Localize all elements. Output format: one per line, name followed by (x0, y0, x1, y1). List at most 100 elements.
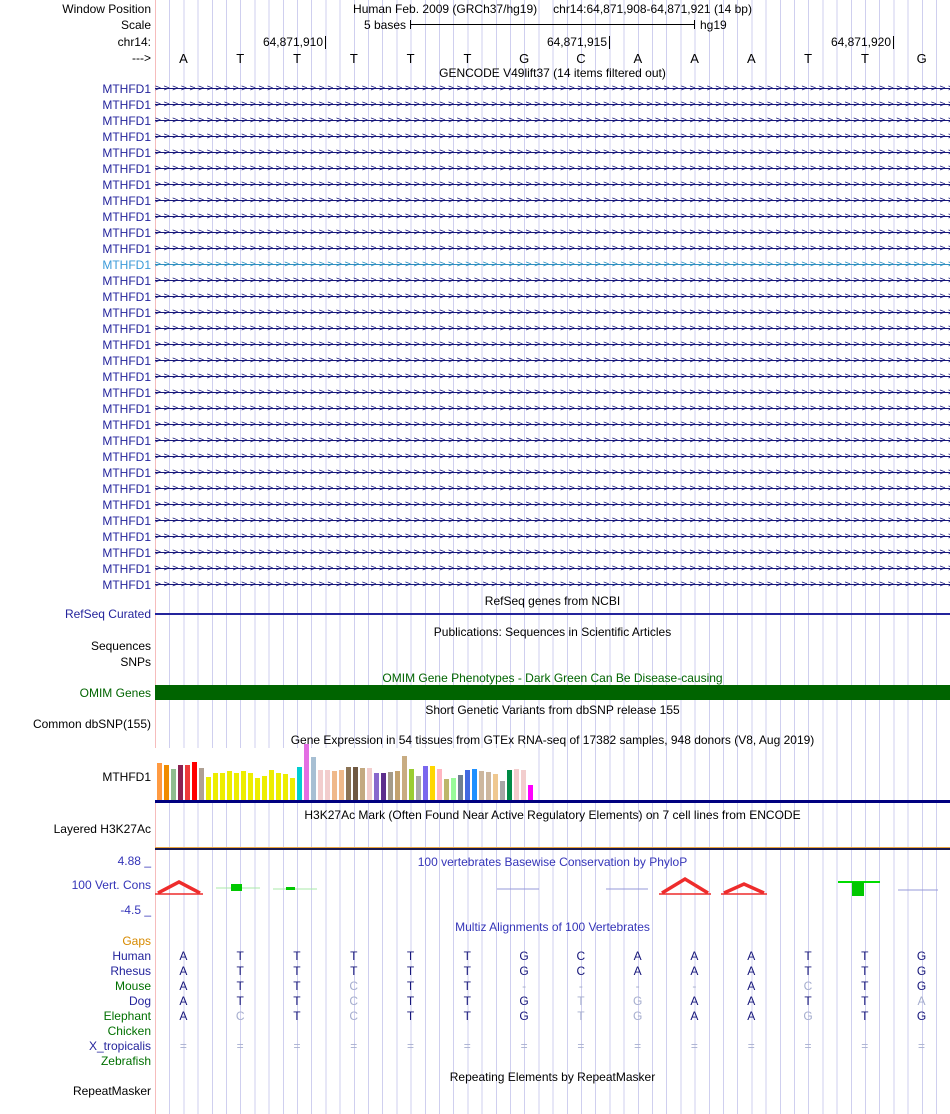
gene-label[interactable]: MTHFD1 (102, 418, 151, 432)
gtex-tissue-bar[interactable] (248, 773, 253, 800)
gene-transcript-row[interactable]: >>>>>>>>>>>>>>>>>>>>>>>>>>>>>>>>>>>>>>>>… (155, 257, 950, 273)
gtex-tissue-bar[interactable] (325, 770, 330, 800)
gtex-tissue-bar[interactable] (332, 771, 337, 800)
gene-transcript-row[interactable]: >>>>>>>>>>>>>>>>>>>>>>>>>>>>>>>>>>>>>>>>… (155, 97, 950, 113)
gtex-tissue-bar[interactable] (409, 769, 414, 800)
omim-gene-bar[interactable] (155, 685, 950, 700)
gtex-tissue-bar[interactable] (374, 773, 379, 800)
omim-genes-label[interactable]: OMIM Genes (79, 686, 151, 700)
dbsnp-track-title[interactable]: Short Genetic Variants from dbSNP releas… (425, 703, 680, 717)
gene-label[interactable]: MTHFD1 (102, 466, 151, 480)
gene-transcript-row[interactable]: >>>>>>>>>>>>>>>>>>>>>>>>>>>>>>>>>>>>>>>>… (155, 305, 950, 321)
gtex-tissue-bar[interactable] (283, 774, 288, 800)
gtex-tissue-bar[interactable] (297, 767, 302, 800)
gtex-tissue-bar[interactable] (437, 769, 442, 800)
gene-transcript-row[interactable]: >>>>>>>>>>>>>>>>>>>>>>>>>>>>>>>>>>>>>>>>… (155, 321, 950, 337)
gene-transcript-row[interactable]: >>>>>>>>>>>>>>>>>>>>>>>>>>>>>>>>>>>>>>>>… (155, 225, 950, 241)
gtex-tissue-bar[interactable] (451, 778, 456, 800)
gene-label[interactable]: MTHFD1 (102, 194, 151, 208)
gene-label[interactable]: MTHFD1 (102, 354, 151, 368)
gtex-tissue-bar[interactable] (521, 770, 526, 800)
gtex-tissue-bar[interactable] (528, 785, 533, 800)
gene-label[interactable]: MTHFD1 (102, 306, 151, 320)
gene-transcript-row[interactable]: >>>>>>>>>>>>>>>>>>>>>>>>>>>>>>>>>>>>>>>>… (155, 337, 950, 353)
gene-label[interactable]: MTHFD1 (102, 562, 151, 576)
gtex-tissue-bar[interactable] (157, 763, 162, 800)
gtex-tissue-bar[interactable] (213, 773, 218, 800)
species-label[interactable]: Elephant (103, 1009, 151, 1023)
gene-transcript-row[interactable]: >>>>>>>>>>>>>>>>>>>>>>>>>>>>>>>>>>>>>>>>… (155, 545, 950, 561)
gene-label[interactable]: MTHFD1 (102, 578, 151, 592)
gtex-tissue-bar[interactable] (381, 773, 386, 800)
gtex-tissue-bar[interactable] (199, 768, 204, 800)
gtex-tissue-bar[interactable] (416, 776, 421, 800)
gtex-tissue-bar[interactable] (318, 770, 323, 800)
gtex-tissue-bar[interactable] (486, 772, 491, 800)
gtex-tissue-bar[interactable] (388, 772, 393, 800)
gtex-tissue-bar[interactable] (339, 770, 344, 800)
gtex-tissue-bar[interactable] (493, 774, 498, 800)
gene-label[interactable]: MTHFD1 (102, 98, 151, 112)
gtex-tissue-bar[interactable] (192, 762, 197, 800)
gene-label[interactable]: MTHFD1 (102, 514, 151, 528)
gene-transcript-row[interactable]: >>>>>>>>>>>>>>>>>>>>>>>>>>>>>>>>>>>>>>>>… (155, 513, 950, 529)
gtex-tissue-bar[interactable] (290, 778, 295, 800)
gtex-tissue-bar[interactable] (178, 765, 183, 800)
gtex-tissue-bar[interactable] (276, 773, 281, 800)
refseq-track-title[interactable]: RefSeq genes from NCBI (484, 594, 621, 608)
species-label[interactable]: Dog (128, 994, 151, 1008)
phylop-track-title[interactable]: 100 vertebrates Basewise Conservation by… (417, 855, 688, 869)
gtex-tissue-bar[interactable] (255, 778, 260, 800)
gene-label[interactable]: MTHFD1 (102, 114, 151, 128)
gtex-tissue-bar[interactable] (430, 766, 435, 800)
gtex-tissue-bar[interactable] (269, 770, 274, 800)
species-label[interactable]: X_tropicalis (88, 1039, 151, 1053)
gene-transcript-row[interactable]: >>>>>>>>>>>>>>>>>>>>>>>>>>>>>>>>>>>>>>>>… (155, 113, 950, 129)
refseq-gene-line[interactable] (155, 613, 950, 615)
gene-transcript-row[interactable]: >>>>>>>>>>>>>>>>>>>>>>>>>>>>>>>>>>>>>>>>… (155, 129, 950, 145)
species-label[interactable]: Human (112, 949, 151, 963)
gene-transcript-row[interactable]: >>>>>>>>>>>>>>>>>>>>>>>>>>>>>>>>>>>>>>>>… (155, 177, 950, 193)
gene-transcript-row[interactable]: >>>>>>>>>>>>>>>>>>>>>>>>>>>>>>>>>>>>>>>>… (155, 529, 950, 545)
gene-transcript-row[interactable]: >>>>>>>>>>>>>>>>>>>>>>>>>>>>>>>>>>>>>>>>… (155, 433, 950, 449)
gene-transcript-row[interactable]: >>>>>>>>>>>>>>>>>>>>>>>>>>>>>>>>>>>>>>>>… (155, 385, 950, 401)
species-label[interactable]: Rhesus (110, 964, 151, 978)
gtex-tissue-bar[interactable] (241, 771, 246, 800)
gtex-tissue-bar[interactable] (164, 765, 169, 800)
gene-transcript-row[interactable]: >>>>>>>>>>>>>>>>>>>>>>>>>>>>>>>>>>>>>>>>… (155, 161, 950, 177)
gtex-tissue-bar[interactable] (171, 769, 176, 800)
gtex-tissue-bar[interactable] (185, 765, 190, 800)
gtex-tissue-bar[interactable] (311, 757, 316, 800)
species-label[interactable]: Mouse (114, 979, 151, 993)
gene-label[interactable]: MTHFD1 (102, 178, 151, 192)
gene-label[interactable]: MTHFD1 (102, 130, 151, 144)
gtex-tissue-bar[interactable] (353, 767, 358, 800)
gene-transcript-row[interactable]: >>>>>>>>>>>>>>>>>>>>>>>>>>>>>>>>>>>>>>>>… (155, 289, 950, 305)
gene-transcript-row[interactable]: >>>>>>>>>>>>>>>>>>>>>>>>>>>>>>>>>>>>>>>>… (155, 497, 950, 513)
gtex-tissue-bar[interactable] (346, 767, 351, 800)
gtex-expression-chart[interactable] (155, 744, 535, 800)
gene-label[interactable]: MTHFD1 (102, 274, 151, 288)
gene-transcript-row[interactable]: >>>>>>>>>>>>>>>>>>>>>>>>>>>>>>>>>>>>>>>>… (155, 369, 950, 385)
gtex-tissue-bar[interactable] (227, 771, 232, 800)
gtex-tissue-bar[interactable] (444, 779, 449, 800)
multiz-track-title[interactable]: Multiz Alignments of 100 Vertebrates (455, 920, 650, 934)
gtex-tissue-bar[interactable] (514, 769, 519, 800)
gene-label[interactable]: MTHFD1 (102, 434, 151, 448)
gene-transcript-row[interactable]: >>>>>>>>>>>>>>>>>>>>>>>>>>>>>>>>>>>>>>>>… (155, 145, 950, 161)
gene-label[interactable]: MTHFD1 (102, 498, 151, 512)
gene-transcript-row[interactable]: >>>>>>>>>>>>>>>>>>>>>>>>>>>>>>>>>>>>>>>>… (155, 353, 950, 369)
gene-label[interactable]: MTHFD1 (102, 322, 151, 336)
gtex-tissue-bar[interactable] (465, 770, 470, 800)
sequences-label[interactable]: Sequences (90, 639, 151, 653)
gene-transcript-row[interactable]: >>>>>>>>>>>>>>>>>>>>>>>>>>>>>>>>>>>>>>>>… (155, 241, 950, 257)
species-label[interactable]: Chicken (107, 1024, 151, 1038)
gene-transcript-row[interactable]: >>>>>>>>>>>>>>>>>>>>>>>>>>>>>>>>>>>>>>>>… (155, 273, 950, 289)
gtex-tissue-bar[interactable] (367, 768, 372, 800)
gene-label[interactable]: MTHFD1 (102, 530, 151, 544)
gene-transcript-row[interactable]: >>>>>>>>>>>>>>>>>>>>>>>>>>>>>>>>>>>>>>>>… (155, 481, 950, 497)
